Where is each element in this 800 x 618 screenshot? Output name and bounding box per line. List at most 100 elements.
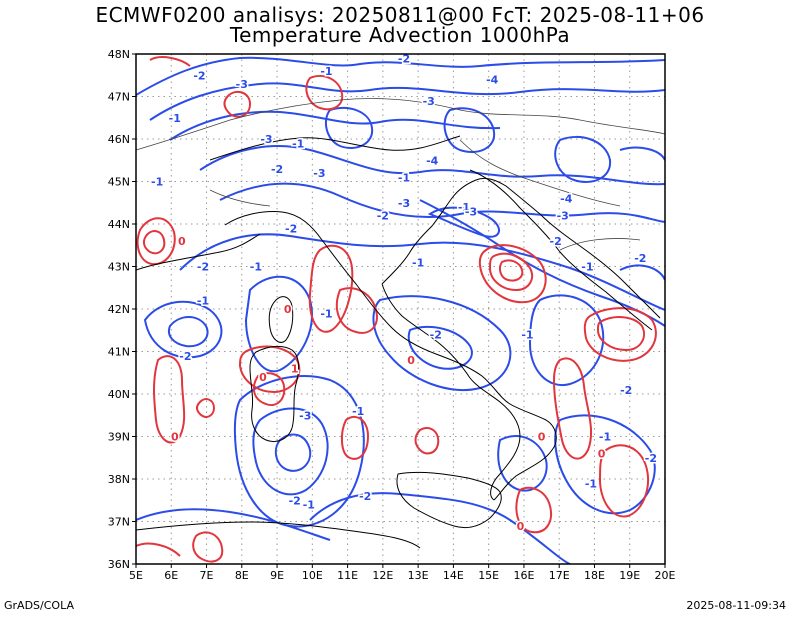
contour-label: -1 (292, 137, 304, 150)
contour-label: 0 (178, 235, 186, 248)
contour-line (324, 107, 374, 149)
lon-tick-label: 6E (164, 569, 178, 582)
contour-line (427, 206, 500, 238)
contour-line (192, 531, 224, 563)
france-coastline (136, 233, 261, 271)
contour-label: -2 (550, 235, 562, 248)
contour-label: -2 (193, 69, 205, 82)
contour-label: -4 (486, 74, 499, 87)
contour-label: -3 (465, 205, 477, 218)
lon-tick-label: 18E (584, 569, 605, 582)
chart-subtitle: Temperature Advection 1000hPa (229, 23, 571, 47)
political-borders (136, 98, 665, 251)
coastlines (136, 135, 661, 549)
contour-line (528, 294, 605, 387)
contour-label: 0 (538, 431, 546, 444)
contour-line (419, 199, 665, 327)
contour-line (340, 415, 370, 460)
lat-tick-label: 39N (108, 431, 130, 444)
contour-label: -3 (398, 197, 410, 210)
contour-line (309, 492, 571, 564)
lon-tick-label: 8E (235, 569, 249, 582)
contour-line (169, 110, 501, 141)
lon-tick-label: 19E (619, 569, 640, 582)
border-line (559, 238, 641, 251)
contour-line (199, 145, 665, 186)
contour-line (149, 56, 191, 67)
lat-tick-label: 47N (108, 91, 130, 104)
contour-label: -3 (423, 95, 435, 108)
footer-credit: GrADS/COLA (4, 599, 74, 612)
footer-timestamp: 2025-08-11-09:34 (686, 599, 786, 612)
contour-line (488, 252, 534, 292)
contour-label: 0 (284, 303, 292, 316)
sardinia-coastline (249, 345, 300, 442)
contour-line (554, 135, 612, 183)
contour-line (223, 90, 252, 118)
contour-line (233, 375, 365, 528)
lon-tick-label: 5E (129, 569, 143, 582)
contour-line (305, 75, 344, 111)
contour-label: -3 (260, 133, 272, 146)
lon-tick-label: 17E (549, 569, 570, 582)
contour-label: -1 (320, 307, 332, 320)
lon-tick-label: 16E (513, 569, 534, 582)
contour-line (598, 444, 649, 518)
contour-label: -4 (560, 193, 573, 206)
lon-tick-label: 12E (372, 569, 393, 582)
contour-line (136, 217, 176, 266)
contour-label: -3 (299, 409, 311, 422)
contour-label: -1 (197, 295, 209, 308)
contour-line (372, 295, 512, 392)
axis-ticks: 5E 6E 7E 8E 9E 10E 11E 12E 13E 14E 15E 16E 17E 18E 19E… (108, 48, 676, 582)
contour-label: 0 (407, 354, 415, 367)
contour-label: 0 (171, 431, 179, 444)
contour-line (274, 433, 312, 472)
sicily-coastline (396, 471, 502, 529)
contour-label: -1 (151, 176, 163, 189)
contour-label: 0 (517, 520, 525, 533)
north-africa-coastline (136, 521, 421, 549)
lat-tick-label: 46N (108, 133, 130, 146)
lat-tick-label: 41N (108, 346, 130, 359)
lat-tick-label: 43N (108, 261, 130, 274)
contour-label: -2 (359, 490, 371, 503)
contour-label: -2 (377, 210, 389, 223)
contour-line (478, 244, 547, 304)
contour-label: -1 (352, 405, 364, 418)
contour-label: -2 (645, 452, 657, 465)
contour-label: -3 (557, 210, 569, 223)
contour-label: -2 (271, 163, 283, 176)
contour-label: -1 (458, 201, 470, 214)
contour-label: -2 (620, 384, 632, 397)
contour-line (136, 56, 665, 96)
contour-line (136, 542, 181, 557)
contour-label: 0 (259, 371, 267, 384)
contour-label: -3 (236, 78, 248, 91)
border-line (136, 98, 665, 151)
contour-line (443, 107, 496, 153)
contour-label: -2 (285, 222, 297, 235)
lon-tick-label: 14E (443, 569, 464, 582)
lon-tick-label: 9E (270, 569, 284, 582)
contour-label: -1 (585, 477, 597, 490)
contour-label: -2 (197, 261, 209, 274)
contour-label: 0 (598, 448, 606, 461)
lat-tick-label: 42N (108, 303, 130, 316)
contour-line (499, 259, 524, 282)
contour-line (136, 508, 331, 541)
contour-line (143, 300, 223, 359)
contour-line (407, 325, 473, 370)
contour-label: -1 (581, 261, 593, 274)
lon-tick-label: 15E (478, 569, 499, 582)
contour-label: -1 (250, 261, 262, 274)
lon-tick-label: 10E (302, 569, 323, 582)
alps-border (209, 135, 461, 161)
lat-tick-label: 36N (108, 558, 130, 571)
contour-line (554, 414, 656, 515)
italy-coastline (224, 177, 661, 501)
contour-line (619, 146, 665, 161)
grid-lines (136, 54, 665, 564)
contour-line (244, 275, 313, 373)
